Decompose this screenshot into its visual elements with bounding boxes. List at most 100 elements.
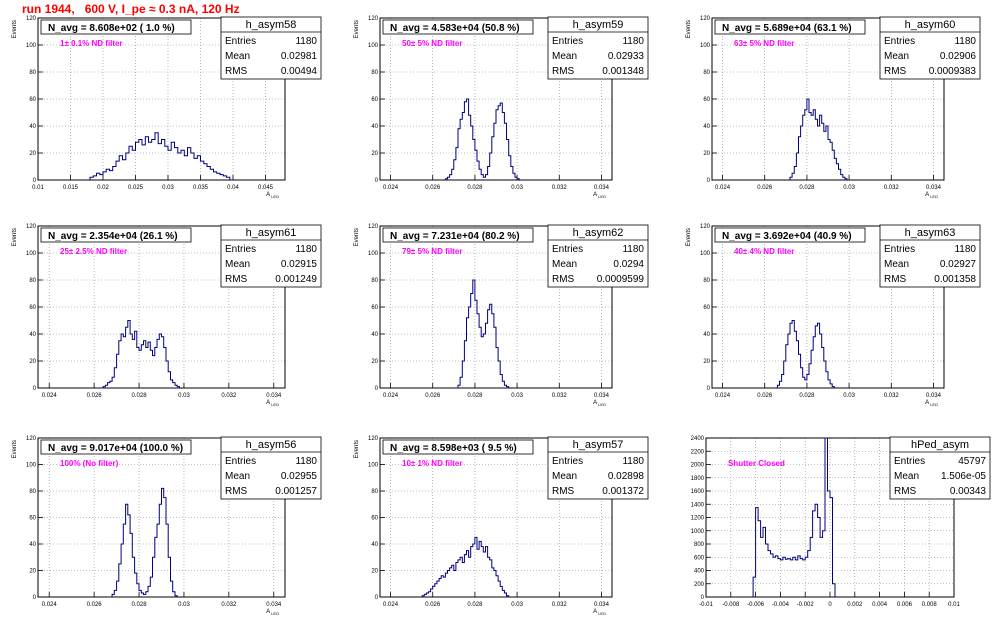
histogram-line xyxy=(444,98,520,180)
y-tick-label: 40 xyxy=(703,332,710,338)
navg-box xyxy=(382,439,534,455)
y-tick-label: 40 xyxy=(371,332,378,338)
y-axis-label: Events xyxy=(686,228,692,246)
y-tick-label: 0 xyxy=(701,595,705,601)
x-tick-label: 0.03 xyxy=(843,393,855,399)
y-tick-label: 20 xyxy=(29,151,36,157)
x-tick-label: 0.028 xyxy=(132,393,148,399)
y-tick-label: 20 xyxy=(371,151,378,157)
x-tick-label: 0.02 xyxy=(97,185,109,191)
x-tick-label: 0.026 xyxy=(425,393,441,399)
histogram-line xyxy=(457,279,510,388)
x-axis-label: A LED xyxy=(266,192,279,199)
histogram-panel-h_asym62: 0.024 0.026 0.028 0.03 0.032 0.034 0 20 40 60 80 10… xyxy=(354,224,649,407)
stats-key: Entries xyxy=(225,456,256,467)
stats-value: 0.001249 xyxy=(275,274,317,285)
stats-key: Mean xyxy=(884,51,909,62)
stats-value: 0.00343 xyxy=(950,486,987,497)
y-axis-label: Events xyxy=(354,20,360,38)
stats-value: 1180 xyxy=(954,36,976,47)
x-axis-label: A LED xyxy=(266,400,279,407)
navg-box xyxy=(382,227,534,243)
stats-value: 0.02906 xyxy=(940,51,977,62)
histogram-line xyxy=(111,487,178,597)
y-tick-label: 80 xyxy=(29,489,36,495)
stats-value: 0.0294 xyxy=(613,259,644,270)
stats-title: h_asym58 xyxy=(246,19,297,31)
stats-key: Mean xyxy=(894,471,919,482)
y-tick-label: 400 xyxy=(694,569,705,575)
histogram-line xyxy=(89,132,231,180)
x-tick-label: 0.028 xyxy=(467,185,483,191)
x-tick-label: 0.034 xyxy=(266,602,282,608)
y-tick-label: 60 xyxy=(371,305,378,311)
x-tick-label: -0.004 xyxy=(772,602,790,608)
x-tick-label: 0.026 xyxy=(87,602,103,608)
filter-label: 63± 5% ND filter xyxy=(734,39,794,48)
x-tick-label: 0.01 xyxy=(32,185,44,191)
histogram-panel-h_asym63: 0.024 0.026 0.028 0.03 0.032 0.034 0 20 40 60 80 10… xyxy=(686,224,981,407)
navg-label: N_avg = 3.692e+04 (40.9 %) xyxy=(722,231,852,242)
x-tick-label: 0.032 xyxy=(552,185,568,191)
stats-key: RMS xyxy=(884,66,907,77)
y-tick-label: 800 xyxy=(694,542,705,548)
y-tick-label: 80 xyxy=(703,278,710,284)
x-tick-label: 0.03 xyxy=(162,185,174,191)
x-tick-label: 0.002 xyxy=(847,602,863,608)
y-tick-label: 60 xyxy=(371,516,378,522)
y-tick-label: 100 xyxy=(368,251,379,257)
x-tick-label: 0.034 xyxy=(926,393,942,399)
y-tick-label: 20 xyxy=(29,569,36,575)
stats-value: 0.0009383 xyxy=(929,66,977,77)
stats-key: Mean xyxy=(552,259,577,270)
x-tick-label: 0.045 xyxy=(258,185,274,191)
stats-box xyxy=(547,436,649,500)
x-tick-label: 0.024 xyxy=(715,185,731,191)
x-tick-label: -0.008 xyxy=(722,602,740,608)
stats-key: RMS xyxy=(894,486,917,497)
y-tick-label: 0 xyxy=(33,595,37,601)
histogram-panel-h_asym59: 0.024 0.026 0.028 0.03 0.032 0.034 0 20 40 60 80 10… xyxy=(354,16,649,199)
navg-label: N_avg = 7.231e+04 (80.2 %) xyxy=(390,231,520,242)
x-tick-label: 0.03 xyxy=(511,393,523,399)
x-tick-label: 0.03 xyxy=(178,393,190,399)
histogram-panel-h_asym60: 0.024 0.026 0.028 0.03 0.032 0.034 0 20 40 60 80 10… xyxy=(686,16,981,199)
x-tick-label: 0.034 xyxy=(594,602,610,608)
histogram-panel-hPed_asym: -0.01 -0.008 -0.006 -0.004 -0.002 0 0.002 0.004… xyxy=(691,436,991,608)
stats-key: Entries xyxy=(884,244,915,255)
x-tick-label: 0.028 xyxy=(132,602,148,608)
stats-key: Entries xyxy=(894,456,925,467)
y-tick-label: 20 xyxy=(703,151,710,157)
stats-key: RMS xyxy=(884,274,907,285)
x-tick-label: 0.034 xyxy=(594,185,610,191)
y-tick-label: 120 xyxy=(26,16,37,22)
x-tick-label: -0.006 xyxy=(747,602,765,608)
stats-key: RMS xyxy=(552,66,575,77)
stats-title: h_asym56 xyxy=(246,439,297,451)
y-tick-label: 1600 xyxy=(691,489,705,495)
stats-value: 1180 xyxy=(295,244,317,255)
y-tick-label: 40 xyxy=(371,542,378,548)
stats-value: 0.02955 xyxy=(281,471,318,482)
stats-value: 0.02933 xyxy=(608,51,645,62)
y-tick-label: 200 xyxy=(694,582,705,588)
x-tick-label: 0.032 xyxy=(552,393,568,399)
y-tick-label: 2000 xyxy=(691,463,705,469)
x-tick-label: 0.03 xyxy=(511,602,523,608)
navg-box xyxy=(714,19,866,35)
x-tick-label: 0.008 xyxy=(922,602,938,608)
y-tick-label: 100 xyxy=(368,43,379,49)
stats-value: 0.02927 xyxy=(940,259,977,270)
y-tick-label: 40 xyxy=(29,124,36,130)
stats-box xyxy=(220,16,322,80)
stats-box xyxy=(547,16,649,80)
y-axis-label: Events xyxy=(354,440,360,458)
y-tick-label: 40 xyxy=(29,542,36,548)
histogram-line xyxy=(752,437,836,597)
stats-key: RMS xyxy=(552,274,575,285)
y-tick-label: 20 xyxy=(371,359,378,365)
histogram-line xyxy=(421,536,510,597)
filter-label: 40± 4% ND filter xyxy=(734,247,794,256)
page-title: run 1944, 600 V, I_pe ≈ 0.3 nA, 120 Hz xyxy=(22,2,240,16)
x-axis-label: A LED xyxy=(925,400,938,407)
